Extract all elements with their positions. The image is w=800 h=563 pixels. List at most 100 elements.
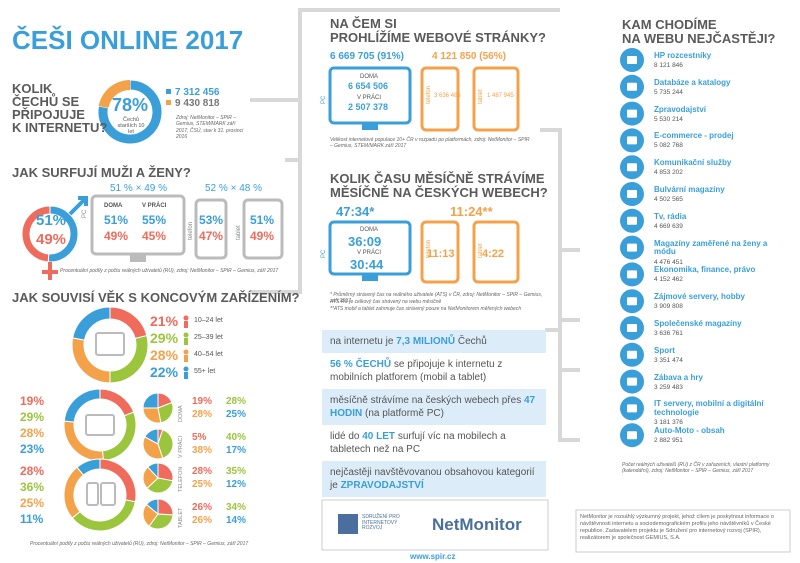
- share-label: 26%: [192, 502, 213, 513]
- text: měsíčně strávíme na českých webech přes: [330, 395, 524, 406]
- category-glyph: [627, 82, 637, 91]
- label: DOMA: [360, 74, 378, 80]
- pc-stand: [362, 123, 378, 130]
- women-label: 49%: [36, 231, 67, 248]
- device-label: PC: [82, 209, 88, 218]
- text: Čechů: [455, 336, 487, 347]
- connector: [560, 248, 580, 372]
- share-label: 21%: [150, 313, 179, 329]
- pc-stand: [130, 254, 146, 262]
- question: KOLIK ČASU MĚSÍČNĚ STRÁVÍME: [330, 171, 545, 186]
- value: 11:13: [427, 248, 455, 260]
- device-icon: [100, 482, 116, 506]
- question: PROHLÍŽÍME WEBOVÉ STRÁNKY?: [330, 30, 546, 45]
- users: 7 312 456: [175, 87, 220, 98]
- share-label: 5%: [192, 432, 207, 443]
- question: NA ČEM SI: [330, 16, 397, 31]
- category-glyph: [627, 190, 637, 198]
- share-label: 28%: [150, 347, 179, 363]
- label: DOMA: [104, 203, 123, 209]
- question: PŘIPOJUJE: [12, 107, 85, 122]
- share-label: 17%: [226, 445, 247, 456]
- phone-outline: [420, 66, 460, 132]
- category-users: 3 181 376: [654, 419, 683, 427]
- category-name: Zábava a hry: [654, 372, 703, 382]
- highlight-text: 56 % ČECHŮ: [330, 359, 392, 370]
- highlight-text: 40 LET: [362, 431, 396, 442]
- note: ATS RU je celkový čas strávený na webu m…: [330, 299, 442, 305]
- device-label: tablet: [236, 225, 242, 240]
- category-glyph: [627, 377, 637, 386]
- question: K INTERNETU?: [12, 120, 108, 135]
- sub-label: V PRÁCI: [178, 435, 184, 458]
- phone-outline: [194, 198, 228, 260]
- netmonitor-logo: NetMonitor: [432, 515, 522, 534]
- split: 51 % × 49 %: [110, 183, 167, 194]
- category-glyph: [627, 297, 637, 306]
- title: ČEŠI ONLINE 2017: [12, 25, 244, 55]
- segment: [109, 334, 149, 384]
- label: V PRÁCI: [357, 95, 382, 101]
- person-icon: [183, 349, 189, 355]
- highlight: lidé do 40 LET surfují víc na mobilech a…: [322, 425, 546, 461]
- category-glyph: [627, 270, 637, 279]
- segment: [157, 498, 174, 516]
- category-users: 3 259 483: [654, 383, 683, 391]
- highlight: nejčastěji navštěvovanou obsahovou kateg…: [322, 461, 546, 497]
- category-glyph: [627, 163, 637, 172]
- device-label: PC: [321, 95, 327, 104]
- value: 45%: [142, 229, 167, 243]
- total: 6 669 705 (91%): [330, 51, 404, 62]
- group-label: 55+ let: [194, 368, 216, 375]
- highlights: na internetu je 7,3 MILIONŮ Čechů 56 % ČE…: [322, 330, 546, 497]
- source: Počet reálných uživatelů (RU) z ČR v zař…: [622, 462, 770, 475]
- highlight-text: 47 HODIN: [330, 395, 536, 419]
- value: 3 636 485: [434, 93, 461, 99]
- share-label: 25%: [192, 479, 213, 490]
- category-users: 5 530 214: [654, 115, 683, 123]
- category-glyph: [627, 56, 637, 64]
- category-glyph: [627, 109, 637, 118]
- category-users: 4 502 565: [654, 196, 683, 203]
- share-label: 28%: [20, 426, 45, 440]
- category-glyph: [627, 216, 637, 225]
- segment: [72, 306, 111, 341]
- person-icon: [184, 321, 188, 328]
- device-icon: [86, 482, 99, 506]
- question: MĚSÍČNĚ NA ČESKÝCH WEBECH?: [330, 185, 548, 200]
- share-label: 23%: [20, 442, 45, 456]
- segment: [97, 79, 163, 145]
- category-users: 3 909 808: [654, 303, 683, 311]
- share-label: 35%: [226, 466, 247, 477]
- value: 36:09: [348, 234, 382, 249]
- value: 1 487 945: [487, 93, 514, 99]
- person-icon: [184, 355, 188, 362]
- share-label: 12%: [226, 479, 247, 490]
- total: 4 121 850 (56%): [432, 51, 506, 62]
- value: 51%: [250, 213, 275, 227]
- question: JAK SOUVISÍ VĚK S KONCOVÝM ZAŘÍZENÍM?: [12, 290, 300, 305]
- population: 9 430 818: [175, 98, 220, 109]
- segment: [99, 388, 135, 417]
- segment: [142, 392, 159, 409]
- note: * Průměrný strávený čas na reálného uživ…: [330, 292, 543, 305]
- spir-logo: [338, 514, 358, 534]
- segment: [63, 420, 104, 462]
- label: V PRÁCI: [142, 203, 167, 209]
- text: na internetu je: [330, 336, 397, 347]
- segment: [148, 513, 174, 530]
- category-name: Společenské magazíny: [654, 319, 742, 328]
- source: Zdroj: NetMonitor – SPIR – Gemius, STEM/…: [176, 115, 244, 140]
- share-label: 25%: [20, 496, 45, 510]
- category-users: 4 669 639: [654, 222, 683, 230]
- total: 47:34*: [336, 204, 375, 219]
- category-glyph: [627, 404, 637, 413]
- share-label: 26%: [192, 515, 213, 526]
- about-box: [575, 509, 791, 553]
- source: Velikost internetové populace 10+ ČR v r…: [330, 137, 530, 150]
- group-label: 10–24 let: [194, 317, 223, 324]
- connectors: [250, 8, 580, 442]
- split: 52 % × 48 %: [205, 183, 262, 194]
- value: 51%: [104, 213, 129, 227]
